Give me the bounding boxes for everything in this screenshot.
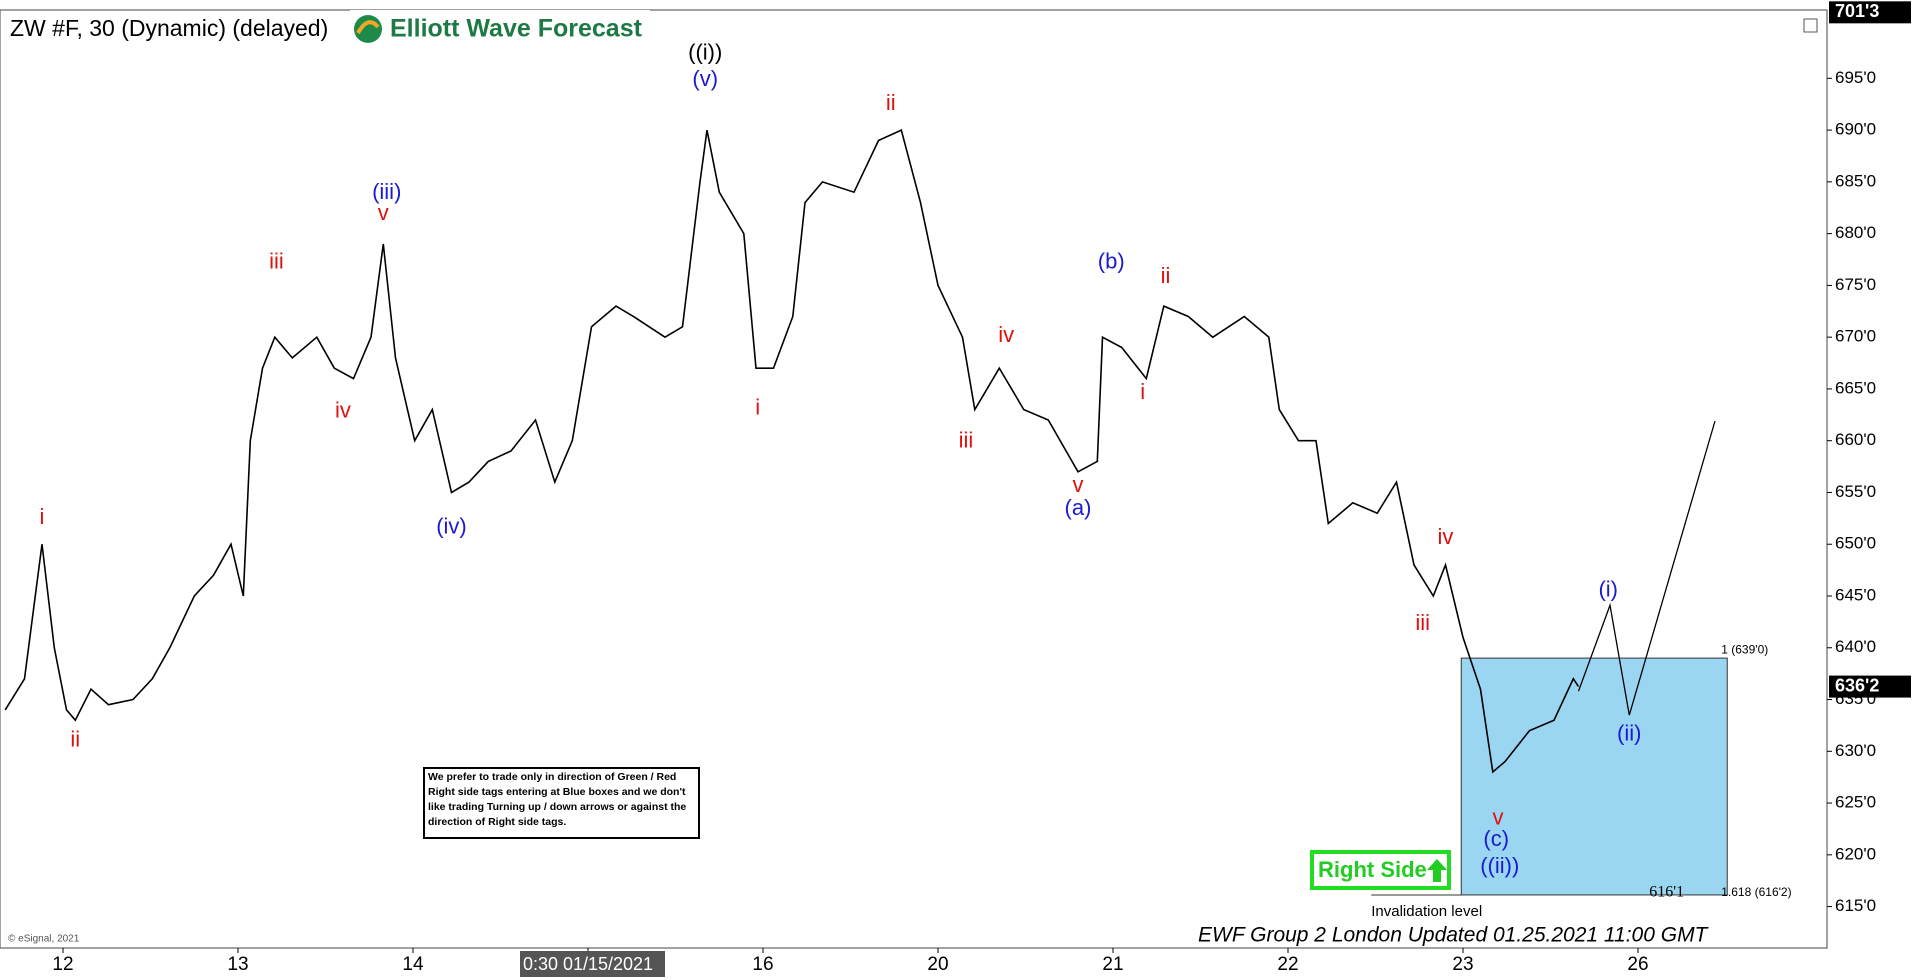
y-tick-label: 680'0 — [1835, 223, 1876, 242]
y-tick-label: 650'0 — [1835, 534, 1876, 553]
y-tick-label: 670'0 — [1835, 327, 1876, 346]
copyright: © eSignal, 2021 — [8, 934, 80, 945]
projection-line — [1577, 420, 1716, 716]
x-tick-label: 16 — [752, 954, 773, 975]
wave-label: i — [1140, 379, 1145, 404]
logo-bg — [350, 10, 650, 48]
y-tick-label: 685'0 — [1835, 171, 1876, 190]
wave-label: (ii) — [1617, 721, 1641, 746]
price-marker-label: 636'2 — [1835, 675, 1879, 695]
wave-label: ((ii)) — [1480, 853, 1519, 878]
wave-label: v — [1073, 472, 1084, 497]
wave-label: ii — [70, 727, 80, 752]
wave-label: (c) — [1483, 826, 1509, 851]
disclaimer: We prefer to trade only in direction of … — [428, 771, 687, 828]
disclaimer-frame — [423, 767, 700, 839]
wave-label: iv — [335, 398, 351, 423]
wave-label: v — [378, 200, 389, 225]
wave-label: (i) — [1598, 577, 1618, 602]
wave-label: iv — [998, 322, 1014, 347]
y-tick-label: 675'0 — [1835, 275, 1876, 294]
x-tick-label: 12 — [52, 954, 73, 975]
fib-label: 1 (639'0) — [1721, 642, 1768, 656]
wave-label: iii — [959, 428, 974, 453]
tag-text: Right Side — [1318, 857, 1427, 882]
x-tick-label: 20 — [927, 954, 948, 975]
wave-label: iii — [269, 248, 284, 273]
x-tick-label: 22 — [1277, 954, 1298, 975]
tag-arrow — [1427, 859, 1447, 882]
price-marker-label: 701'3 — [1835, 1, 1879, 21]
x-tick-label: 13 — [227, 954, 248, 975]
wave-label: i — [755, 394, 760, 419]
x-tick-label: 26 — [1627, 954, 1648, 975]
x-tick-label: 14 — [402, 954, 424, 975]
price-marker — [1829, 1, 1911, 24]
wave-label: iv — [1438, 524, 1454, 549]
fib-label: 1.618 (616'2) — [1721, 885, 1791, 899]
footer: EWF Group 2 London Updated 01.25.2021 11… — [1198, 924, 1710, 947]
wave-label: i — [40, 504, 45, 529]
x-tick-label: 0:30 01/15/2021 — [523, 954, 653, 974]
target-zone — [1460, 657, 1728, 896]
price-marker — [1829, 675, 1911, 698]
y-tick-label: 655'0 — [1835, 482, 1876, 501]
wave-label: (iv) — [436, 513, 467, 538]
x-cursor-bg — [520, 951, 665, 977]
y-tick-label: 625'0 — [1835, 793, 1876, 812]
disclaimer-box: We prefer to trade only in direction of … — [423, 767, 700, 839]
wave-label: ii — [1161, 263, 1171, 288]
y-tick-label: 695'0 — [1835, 68, 1876, 87]
chart-title: ZW #F, 30 (Dynamic) (delayed) — [10, 15, 328, 41]
wave-label: v — [1493, 804, 1504, 829]
plot-frame — [0, 9, 1828, 949]
x-tick-label: 21 — [1102, 954, 1123, 975]
wave-label: (a) — [1065, 495, 1092, 520]
zone-price: 616'1 — [1649, 884, 1684, 901]
tag-frame — [1310, 850, 1451, 890]
wave-label: iii — [1415, 610, 1430, 635]
y-tick-label: 640'0 — [1835, 637, 1876, 656]
y-tick-label: 630'0 — [1835, 741, 1876, 760]
wave-label: ((i)) — [688, 39, 722, 64]
invalidation-note: Invalidation level — [1371, 903, 1482, 920]
y-tick-label: 665'0 — [1835, 378, 1876, 397]
wave-label: (v) — [692, 66, 718, 91]
logo-text: Elliott Wave Forecast — [390, 15, 643, 43]
y-tick-label: 645'0 — [1835, 585, 1876, 604]
y-tick-label: 615'0 — [1835, 896, 1876, 915]
wave-label: (iii) — [372, 179, 401, 204]
y-tick-label: 690'0 — [1835, 120, 1876, 139]
disclaimer-wrap: We prefer to trade only in direction of … — [428, 771, 687, 828]
wave-label: ii — [886, 90, 896, 115]
x-tick-label: 23 — [1452, 954, 1473, 975]
y-tick-label: 660'0 — [1835, 430, 1876, 449]
wave-label: (b) — [1098, 248, 1125, 273]
logo-swoosh — [356, 20, 380, 35]
window-icon — [1803, 18, 1818, 33]
price-line — [4, 128, 1580, 774]
logo: Elliott Wave Forecast — [350, 10, 650, 48]
right-side-tag: Right Side — [1310, 850, 1451, 890]
y-tick-label: 620'0 — [1835, 844, 1876, 863]
